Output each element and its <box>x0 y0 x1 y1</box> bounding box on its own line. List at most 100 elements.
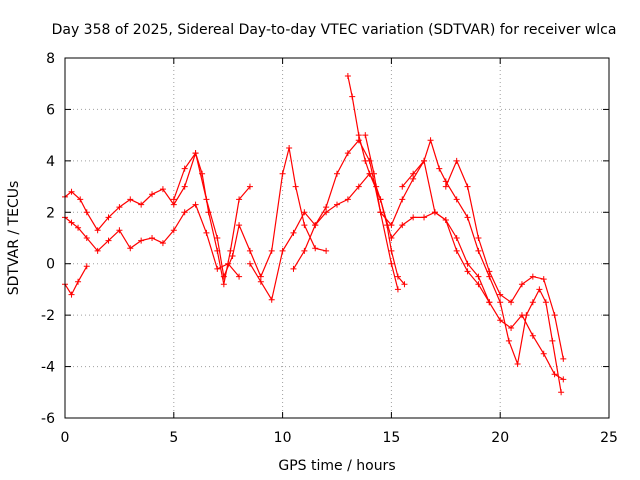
data-point <box>323 209 330 216</box>
data-point <box>127 245 134 252</box>
data-point <box>464 214 471 221</box>
data-point <box>399 183 406 190</box>
data-point <box>83 263 90 270</box>
series-sat-d <box>170 145 330 280</box>
data-point <box>192 150 199 157</box>
plot-frame <box>64 57 610 419</box>
data-point <box>486 299 493 306</box>
series-sat-i <box>399 137 565 396</box>
data-point <box>268 296 275 303</box>
data-point <box>349 93 356 100</box>
data-point <box>540 276 547 283</box>
data-point <box>323 247 330 254</box>
data-point <box>138 237 145 244</box>
data-point <box>370 170 377 177</box>
data-point <box>514 361 521 367</box>
series-line <box>364 134 564 380</box>
data-point <box>529 299 536 306</box>
data-point <box>486 268 493 275</box>
data-point <box>453 247 460 254</box>
y-tick-label: 2 <box>46 205 55 221</box>
series-sat-b <box>62 201 243 280</box>
data-point <box>497 317 504 324</box>
data-point <box>236 196 243 203</box>
data-point <box>68 219 75 226</box>
data-point <box>475 273 482 280</box>
data-point <box>421 157 428 164</box>
y-tick-label: -2 <box>41 308 55 324</box>
data-point <box>344 73 351 79</box>
series-line <box>445 159 564 360</box>
data-point <box>344 196 351 203</box>
data-point <box>159 186 166 193</box>
data-point <box>149 235 156 241</box>
data-point <box>257 273 264 280</box>
x-axis-label: GPS time / hours <box>278 458 395 474</box>
data-point <box>77 196 84 203</box>
data-point <box>453 157 460 164</box>
data-point <box>542 299 549 306</box>
data-point <box>377 209 384 216</box>
data-point <box>127 196 134 203</box>
data-point <box>246 247 253 254</box>
data-point <box>558 389 565 396</box>
data-point <box>497 291 504 298</box>
data-point <box>116 227 123 234</box>
series-sat-c <box>62 263 90 298</box>
data-point <box>464 183 471 190</box>
data-point <box>334 170 340 177</box>
data-point <box>323 204 330 211</box>
data-point <box>301 209 308 216</box>
series-line <box>64 203 240 277</box>
data-point <box>551 312 558 319</box>
data-point <box>149 191 156 198</box>
series-sat-e <box>246 137 401 303</box>
data-point <box>203 229 210 236</box>
series-sat-g <box>344 73 408 288</box>
data-point <box>551 371 558 378</box>
data-point <box>508 325 515 331</box>
data-point <box>236 273 243 280</box>
data-point <box>475 247 482 254</box>
data-point <box>301 222 308 229</box>
data-point <box>68 291 75 298</box>
data-point <box>388 247 395 254</box>
data-point <box>181 165 188 172</box>
series-line <box>347 75 405 285</box>
data-point <box>246 183 253 190</box>
data-point <box>75 224 82 231</box>
data-point <box>246 260 253 267</box>
data-point <box>220 273 227 280</box>
data-point <box>94 227 101 234</box>
data-point <box>442 183 449 190</box>
data-point <box>68 188 75 195</box>
data-point <box>410 175 417 182</box>
data-point <box>105 237 112 244</box>
data-point <box>536 286 543 293</box>
data-point <box>388 260 395 267</box>
data-point <box>116 204 123 211</box>
data-point <box>464 260 471 267</box>
y-tick-label: 6 <box>46 102 55 118</box>
data-point <box>301 247 308 254</box>
data-point <box>83 235 90 241</box>
data-point <box>290 229 297 236</box>
x-tick-label: 5 <box>169 430 178 446</box>
data-point <box>362 157 369 164</box>
data-point <box>75 278 82 285</box>
x-tick-label: 25 <box>600 430 618 446</box>
data-point <box>268 247 275 254</box>
data-point <box>394 273 401 280</box>
data-point <box>334 201 340 208</box>
data-point <box>442 217 449 223</box>
data-point <box>453 235 460 241</box>
series-line <box>401 138 562 393</box>
data-point <box>401 281 408 288</box>
data-point <box>105 214 112 221</box>
data-point <box>421 214 428 221</box>
x-tick-label: 15 <box>382 430 400 446</box>
y-tick-label: 8 <box>46 51 55 67</box>
series-sat-j <box>442 157 567 362</box>
data-point <box>279 170 286 177</box>
